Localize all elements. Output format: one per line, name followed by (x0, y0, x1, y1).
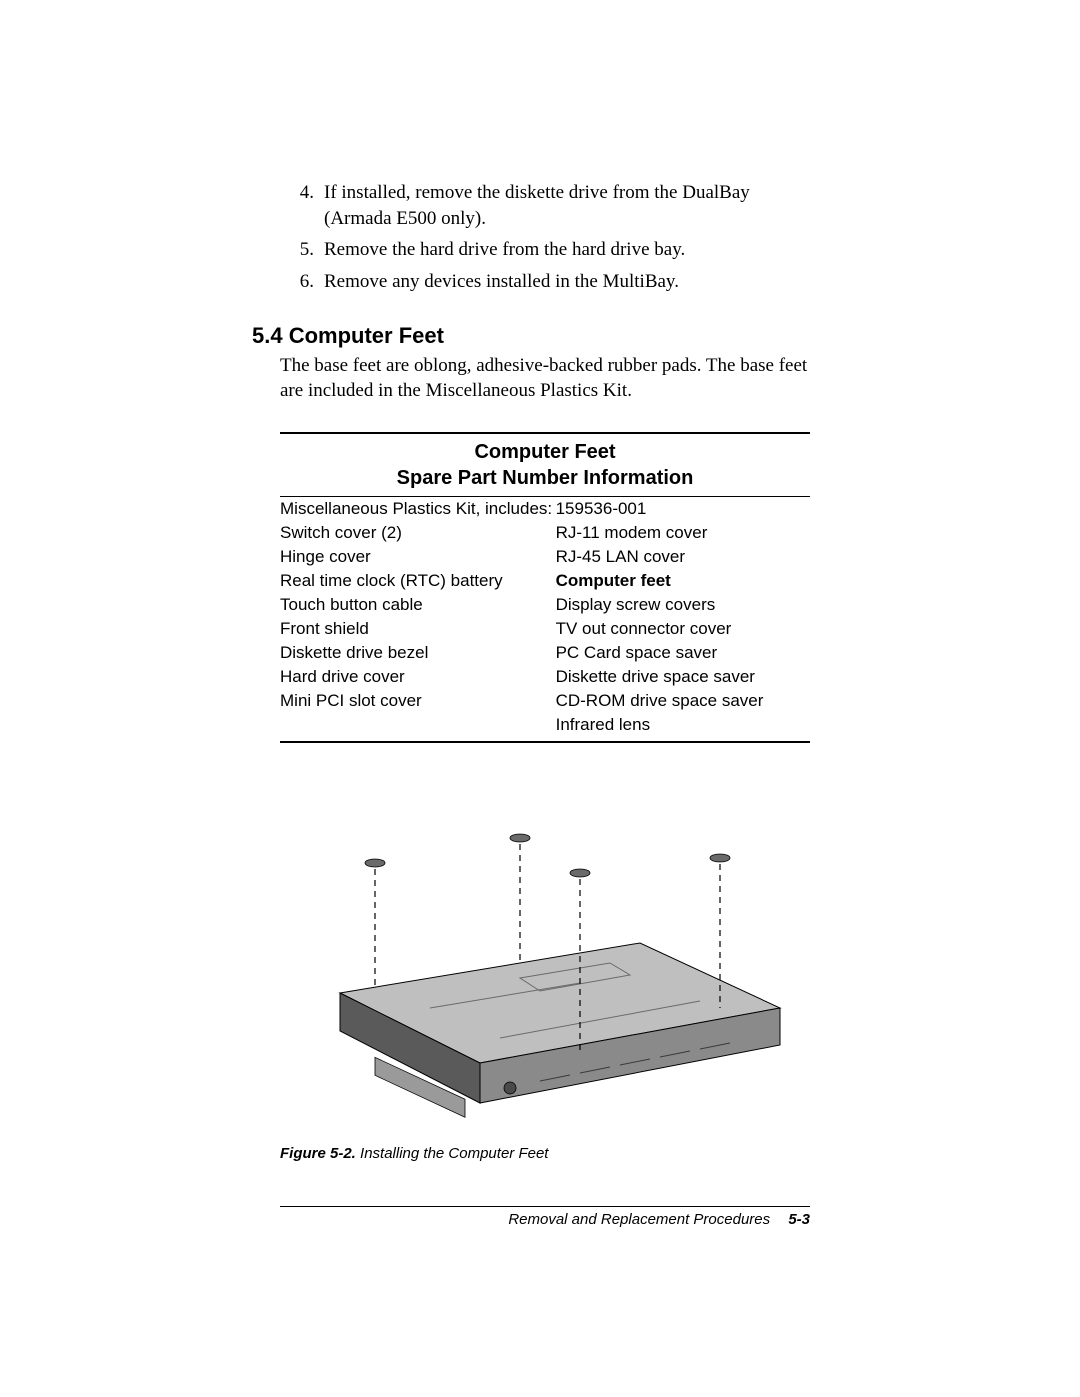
table-header-left: Miscellaneous Plastics Kit, includes: (280, 496, 556, 521)
section-paragraph: The base feet are oblong, adhesive-backe… (280, 353, 810, 404)
table-right-item: PC Card space saver (556, 641, 810, 665)
table-right-item: Infrared lens (556, 713, 810, 737)
table-left-item: Real time clock (RTC) battery (280, 569, 556, 593)
table-left-item: Front shield (280, 617, 556, 641)
figure-caption-text: Installing the Computer Feet (356, 1145, 549, 1162)
parts-table: Computer Feet Spare Part Number Informat… (280, 432, 810, 743)
table-left-item: Hard drive cover (280, 665, 556, 689)
footer-chapter: Removal and Replacement Procedures (508, 1211, 770, 1228)
step-number: 4. (280, 180, 324, 231)
table-subtitle: Spare Part Number Information (280, 465, 810, 497)
step-text: If installed, remove the diskette drive … (324, 180, 810, 231)
numbered-steps: 4. If installed, remove the diskette dri… (280, 180, 810, 295)
figure-caption-lead: Figure 5-2. (280, 1145, 356, 1162)
table-right-item: RJ-45 LAN cover (556, 545, 810, 569)
table-header-right: 159536-001 (556, 496, 810, 521)
table-left-item: Mini PCI slot cover (280, 689, 556, 713)
figure-illustration (280, 803, 810, 1133)
table-left-item: Hinge cover (280, 545, 556, 569)
figure-caption: Figure 5-2. Installing the Computer Feet (280, 1145, 810, 1162)
table-left-item: Switch cover (2) (280, 521, 556, 545)
table-left-item: Touch button cable (280, 593, 556, 617)
step-item: 4. If installed, remove the diskette dri… (280, 180, 810, 231)
table-right-item: Display screw covers (556, 593, 810, 617)
table-right-item: Computer feet (556, 569, 810, 593)
table-right-item: Diskette drive space saver (556, 665, 810, 689)
step-text: Remove any devices installed in the Mult… (324, 269, 810, 295)
step-item: 5. Remove the hard drive from the hard d… (280, 237, 810, 263)
laptop-base-icon (340, 943, 780, 1117)
page-footer: Removal and Replacement Procedures 5-3 (280, 1206, 810, 1228)
step-number: 6. (280, 269, 324, 295)
table-right-item: CD-ROM drive space saver (556, 689, 810, 713)
step-text: Remove the hard drive from the hard driv… (324, 237, 810, 263)
table-right-item: RJ-11 modem cover (556, 521, 810, 545)
table-left-item: Diskette drive bezel (280, 641, 556, 665)
section-heading: 5.4 Computer Feet (252, 323, 810, 349)
table-title: Computer Feet (280, 434, 810, 465)
footer-page-number: 5-3 (774, 1211, 810, 1228)
table-right-item: TV out connector cover (556, 617, 810, 641)
step-number: 5. (280, 237, 324, 263)
step-item: 6. Remove any devices installed in the M… (280, 269, 810, 295)
